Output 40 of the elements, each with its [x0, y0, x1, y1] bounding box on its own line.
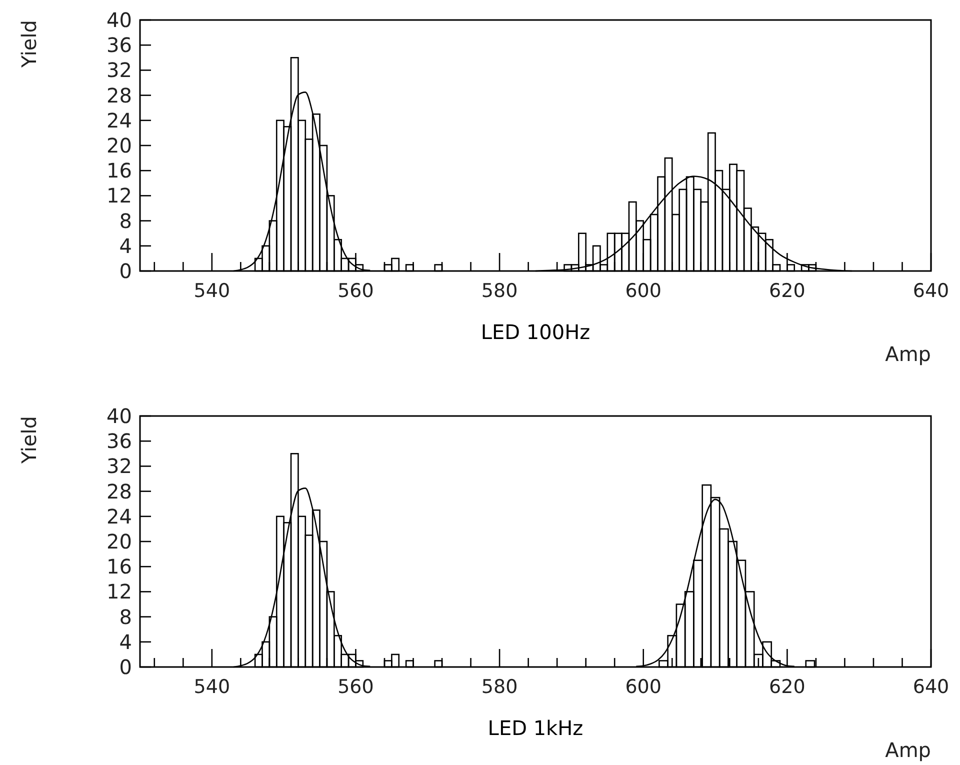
- y-tick-label: 40: [106, 404, 132, 428]
- text: LED 100Hz: [480, 320, 590, 344]
- y-tick-label: 24: [106, 108, 132, 132]
- x-tick-label: 620: [769, 676, 806, 698]
- x-tick-label: 600: [625, 280, 662, 302]
- x-axis-title: Amp: [885, 738, 931, 762]
- y-tick-label: 40: [106, 8, 132, 32]
- y-tick-label: 28: [106, 479, 132, 504]
- x-tick-label: 620: [769, 280, 806, 302]
- x-tick-label: 640: [912, 280, 950, 302]
- x-tick-label: 540: [194, 676, 230, 698]
- y-tick-label: 24: [106, 504, 132, 528]
- y-tick-label: 0: [119, 655, 132, 679]
- x-tick-label: 580: [481, 280, 518, 302]
- y-tick-label: 16: [106, 554, 132, 579]
- y-tick-label: 12: [106, 184, 132, 208]
- y-tick-label: 36: [106, 33, 132, 58]
- y-axis-title: Yield: [17, 20, 41, 69]
- y-tick-label: 4: [119, 234, 132, 258]
- y-tick-label: 28: [106, 83, 132, 108]
- y-tick-label: 20: [106, 530, 132, 554]
- y-tick-label: 16: [106, 158, 132, 183]
- y-tick-label: 12: [106, 580, 132, 604]
- text: LED 1kHz: [488, 716, 584, 740]
- y-tick-label: 20: [106, 134, 132, 158]
- y-tick-label: 8: [119, 604, 132, 629]
- x-tick-label: 600: [625, 676, 662, 698]
- x-axis-title: Amp: [885, 342, 931, 366]
- x-tick-label: 540: [194, 280, 230, 302]
- y-tick-label: 36: [106, 429, 132, 454]
- x-tick-label: 580: [481, 676, 518, 698]
- y-tick-label: 4: [119, 630, 132, 654]
- x-tick-label: 560: [338, 676, 374, 698]
- y-tick-label: 8: [119, 208, 132, 233]
- y-tick-label: 0: [119, 259, 132, 283]
- y-tick-label: 32: [106, 58, 132, 82]
- x-tick-label: 560: [338, 280, 374, 302]
- y-tick-label: 32: [106, 454, 132, 478]
- x-tick-label: 640: [912, 676, 950, 698]
- y-axis-title: Yield: [17, 416, 41, 465]
